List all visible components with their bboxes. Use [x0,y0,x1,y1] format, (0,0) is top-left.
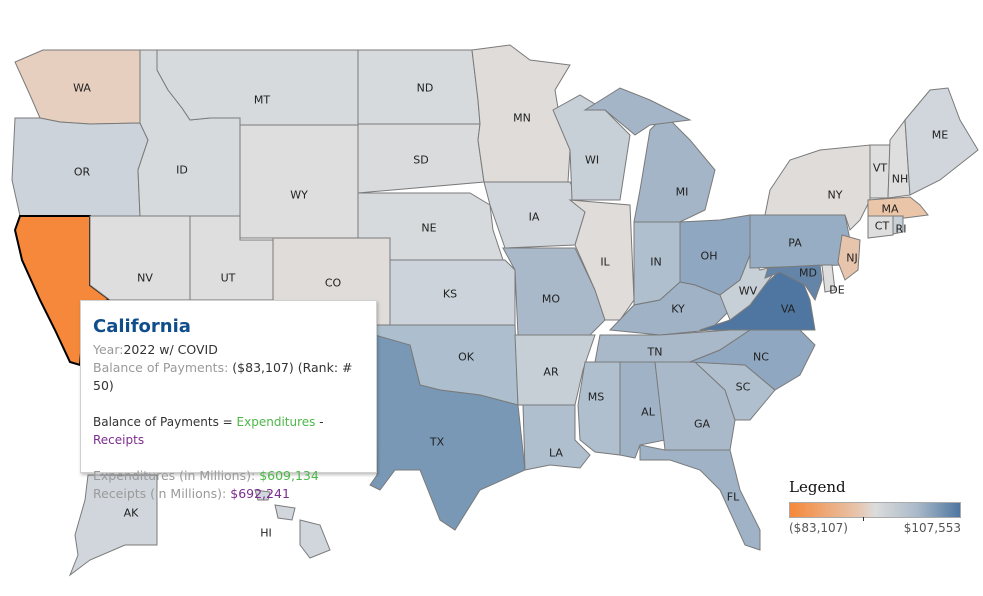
state-MA[interactable] [867,196,929,219]
expenditures-label: Expenditures (in Millions): [93,468,260,483]
formula-prefix: Balance of Payments = [93,415,237,429]
legend-gradient-bar [789,502,961,521]
legend-title: Legend [789,478,846,496]
formula-separator: - [315,415,324,429]
state-KS[interactable] [389,259,516,326]
state-IL[interactable] [568,199,635,321]
state-AR[interactable] [514,334,596,406]
tooltip-expenditures-row: Expenditures (in Millions): $609,134 [93,467,364,485]
state-WI[interactable] [552,94,631,201]
state-FL[interactable] [639,444,761,551]
tooltip-year-label: Year: [93,342,124,357]
state-AK[interactable] [68,474,158,577]
legend-max-label: $107,553 [903,521,961,535]
tooltip-state-name: California [93,316,191,337]
state-TX[interactable] [369,334,526,531]
state-tooltip: California Year:2022 w/ COVID Balance of… [80,300,377,501]
legend-zero-tick [863,517,864,521]
state-CT[interactable] [867,215,894,239]
tooltip-year-value: 2022 w/ COVID [123,342,218,357]
tooltip-year-row: Year:2022 w/ COVID [93,341,364,359]
state-IA[interactable] [483,181,586,249]
tooltip-bop-label: Balance of Payments: [93,360,233,375]
state-VT[interactable] [869,144,891,199]
state-NJ[interactable] [837,234,861,281]
state-PA[interactable] [749,214,851,269]
color-legend: Legend ($83,107) $107,553 [789,478,961,535]
state-MI-upper[interactable] [583,87,692,136]
state-MO[interactable] [502,247,606,336]
state-NC[interactable] [689,329,816,391]
state-MS[interactable] [577,361,621,456]
state-SD[interactable] [357,123,485,194]
state-KY[interactable] [608,281,731,336]
formula-receipts: Receipts [93,433,145,447]
state-OR[interactable] [11,117,149,217]
tooltip-bop-value: ($83,107) [232,360,294,375]
state-MI[interactable] [633,114,716,223]
tooltip-rank: (Rank: # 50) [93,360,353,393]
state-ME[interactable] [904,87,979,196]
state-HI-3[interactable] [274,504,296,521]
formula-expenditures: Expenditures [236,415,316,429]
state-LA[interactable] [522,404,591,471]
legend-min-label: ($83,107) [789,521,848,535]
tooltip-receipts-row: Receipts (in Millions): $692,241 [93,485,364,503]
state-MD[interactable] [764,264,823,302]
tooltip-bop-row: Balance of Payments: ($83,107) (Rank: # … [93,359,364,395]
receipts-value: $692,241 [230,486,290,501]
state-MT[interactable] [156,49,359,126]
tooltip-formula: Balance of Payments = Expenditures - Rec… [93,413,364,449]
state-WA[interactable] [14,49,141,125]
state-ND[interactable] [357,49,481,125]
receipts-label: Receipts (in Millions): [93,486,231,501]
state-WY[interactable] [239,124,359,239]
state-NV[interactable] [89,215,191,301]
state-NY[interactable] [764,144,871,231]
state-RI[interactable] [892,215,904,235]
state-DE[interactable] [821,264,836,293]
state-HI[interactable] [299,519,331,559]
state-HI-2[interactable] [254,489,271,501]
expenditures-value: $609,134 [259,468,319,483]
